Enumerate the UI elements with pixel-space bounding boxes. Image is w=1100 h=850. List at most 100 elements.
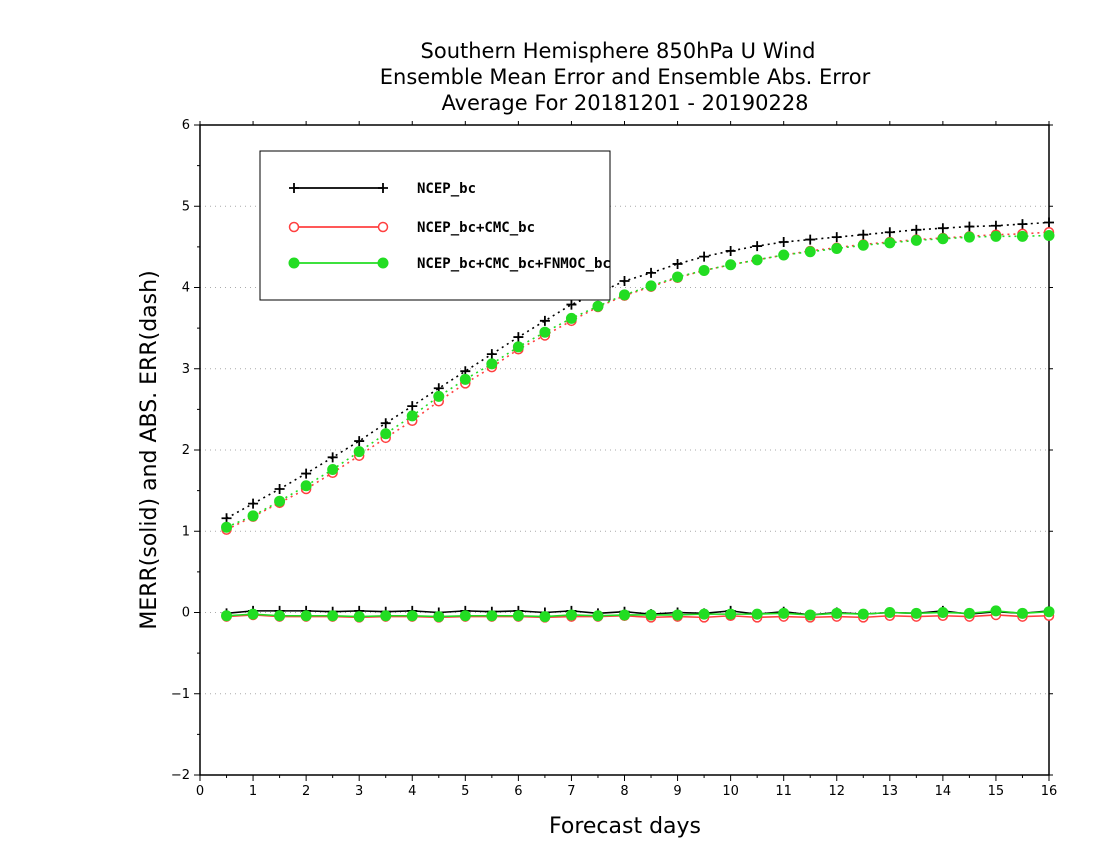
merr-point xyxy=(1016,607,1028,619)
merr-point xyxy=(274,610,286,622)
abs-err-point xyxy=(300,480,312,492)
abs-err-point xyxy=(963,231,975,243)
x-tick-label: 4 xyxy=(408,784,416,799)
abs-err-point xyxy=(911,224,922,235)
abs-err-point xyxy=(725,259,737,271)
merr-point xyxy=(937,607,949,618)
abs-err-point xyxy=(751,254,763,266)
x-tick-label: 10 xyxy=(722,784,739,799)
x-tick-label: 7 xyxy=(567,784,575,799)
abs-err-point xyxy=(486,349,497,360)
abs-err-point xyxy=(646,267,657,278)
y-tick-label: −1 xyxy=(171,687,190,702)
abs-err-point xyxy=(353,446,365,458)
x-tick-label: 9 xyxy=(673,784,681,799)
abs-err-point xyxy=(619,276,630,286)
abs-err-point xyxy=(645,280,657,292)
abs-err-point xyxy=(857,239,869,251)
abs-err-point xyxy=(699,251,710,262)
abs-err-point xyxy=(274,495,286,507)
abs-err-point xyxy=(221,513,232,524)
abs-err-point xyxy=(619,289,630,301)
abs-err-point xyxy=(301,468,312,479)
legend-label: NCEP_bc xyxy=(417,181,476,197)
abs-err-point xyxy=(1044,217,1054,228)
legend-box xyxy=(259,150,611,301)
y-tick-label: 1 xyxy=(182,524,190,539)
abs-err-point xyxy=(539,315,550,326)
merr-point xyxy=(804,609,816,621)
merr-point xyxy=(645,609,657,621)
merr-point xyxy=(300,610,312,622)
x-tick-label: 14 xyxy=(935,784,952,799)
legend-label: NCEP_bc+CMC_bc xyxy=(417,220,535,236)
x-tick-label: 1 xyxy=(249,784,257,799)
abs-err-point xyxy=(539,326,551,338)
x-axis-label: Forecast days xyxy=(549,814,701,839)
chart-subtitle-line-1: Ensemble Mean Error and Ensemble Abs. Er… xyxy=(380,65,871,89)
merr-point xyxy=(539,611,551,623)
abs-err-point xyxy=(512,341,524,353)
series-2 xyxy=(221,230,1055,623)
abs-err-point xyxy=(884,237,896,249)
chart-title: Southern Hemisphere 850hPa U Wind xyxy=(421,39,816,63)
abs-err-point xyxy=(380,428,392,440)
abs-err-point xyxy=(910,234,922,246)
abs-err-point xyxy=(990,220,1001,231)
x-tick-label: 5 xyxy=(461,784,469,799)
legend-marker xyxy=(289,183,299,193)
abs-err-point xyxy=(778,237,789,247)
x-tick-label: 12 xyxy=(828,784,845,799)
abs-err-point xyxy=(380,418,391,429)
abs-err-point xyxy=(1043,230,1055,241)
merr-point xyxy=(459,610,471,622)
abs-err-point xyxy=(831,243,843,254)
x-tick-label: 13 xyxy=(882,784,899,799)
abs-err-point xyxy=(221,521,233,533)
legend-marker xyxy=(288,221,300,233)
y-tick-label: 6 xyxy=(182,118,190,133)
y-tick-label: 0 xyxy=(182,606,190,621)
legend-marker xyxy=(378,183,388,193)
abs-err-point xyxy=(805,234,816,245)
merr-point xyxy=(884,607,896,618)
merr-point xyxy=(327,610,339,622)
abs-err-point xyxy=(459,373,471,385)
abs-err-point xyxy=(752,241,763,252)
abs-err-point xyxy=(327,452,338,463)
abs-err-point xyxy=(247,510,259,522)
x-tick-label: 3 xyxy=(355,784,363,799)
abs-err-point xyxy=(831,232,842,243)
legend-marker xyxy=(377,257,389,269)
abs-err-point xyxy=(884,227,895,238)
y-tick-label: 5 xyxy=(182,199,190,214)
merr-point xyxy=(512,610,524,622)
merr-point xyxy=(592,610,604,622)
abs-err-line xyxy=(226,234,1050,528)
abs-err-point xyxy=(327,464,339,475)
abs-err-point xyxy=(513,332,524,343)
merr-point xyxy=(486,610,498,622)
abs-err-point xyxy=(486,358,498,370)
merr-point xyxy=(1043,606,1055,618)
abs-err-point xyxy=(937,223,948,234)
x-tick-label: 2 xyxy=(302,784,310,799)
abs-err-point xyxy=(937,233,949,245)
abs-err-point xyxy=(672,271,684,283)
abs-err-point xyxy=(433,390,445,402)
abs-err-point xyxy=(406,410,418,422)
abs-err-point xyxy=(964,221,975,232)
legend: NCEP_bc NCEP_bc+CMC_bc NCEP_bc+CMC_bc+FNMO… xyxy=(259,150,611,301)
abs-err-point xyxy=(566,299,577,310)
series-layer xyxy=(221,217,1055,623)
legend-marker xyxy=(288,257,300,269)
merr-point xyxy=(857,608,869,620)
abs-err-point xyxy=(672,258,683,269)
merr-point xyxy=(619,609,630,621)
y-tick-label: 3 xyxy=(182,362,190,377)
merr-point xyxy=(698,608,710,620)
x-tick-label: 15 xyxy=(988,784,1005,799)
